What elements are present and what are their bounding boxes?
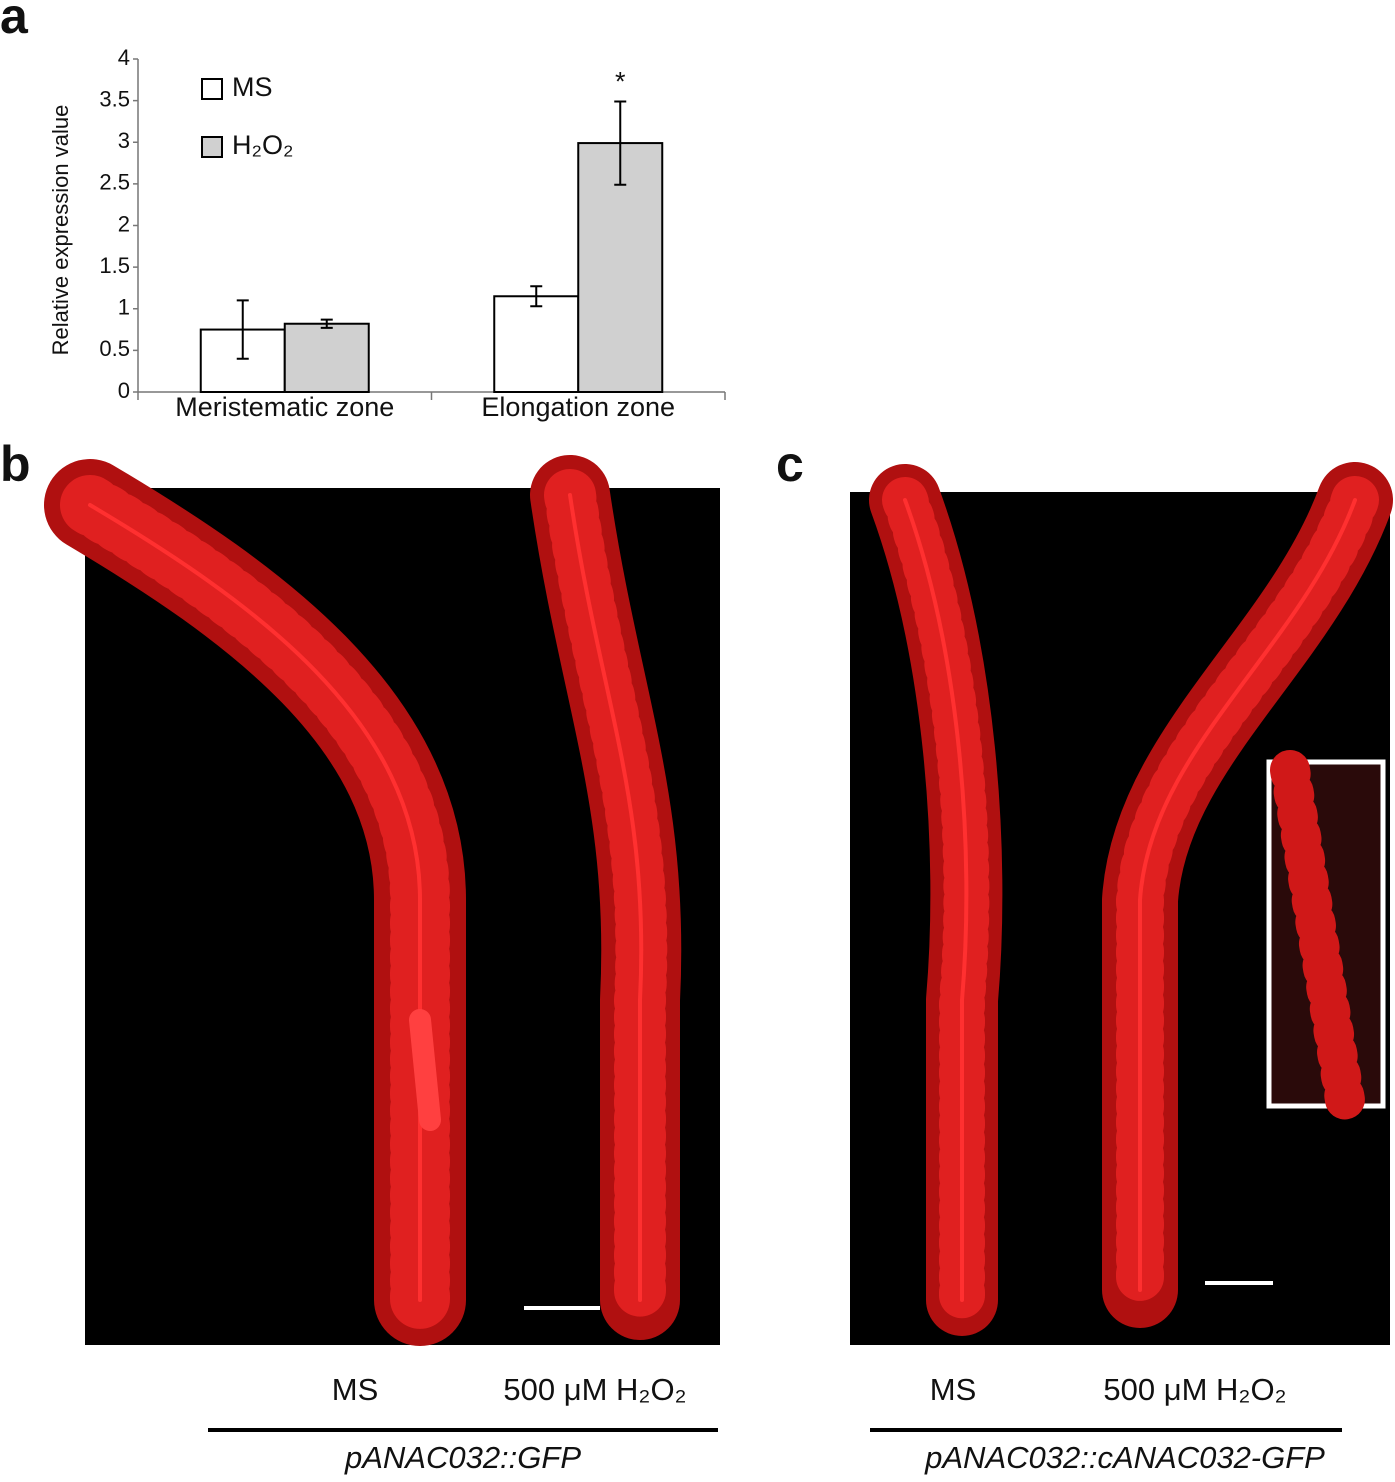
y-tick-label: 3.5 <box>99 86 130 111</box>
panel-label: c <box>776 436 804 492</box>
treatment-label: MS <box>930 1372 977 1407</box>
y-tick-label: 1 <box>118 295 130 320</box>
error-bar <box>530 285 543 308</box>
panel-label: a <box>0 0 29 44</box>
legend-swatch <box>201 136 223 158</box>
micrograph <box>44 455 720 1346</box>
error-bar <box>320 318 333 329</box>
panel-label: b <box>0 436 31 492</box>
error-bar <box>614 100 627 186</box>
legend-label: MS <box>232 72 273 102</box>
legend-swatch <box>201 78 223 100</box>
significance-mark: * <box>615 67 626 97</box>
construct-label: pANAC032::GFP <box>344 1440 581 1475</box>
y-tick-label: 1.5 <box>99 253 130 278</box>
y-tick-label: 2 <box>118 211 130 236</box>
y-tick-label: 0.5 <box>99 336 130 361</box>
y-tick-label: 0 <box>118 378 130 403</box>
error-bar <box>236 299 249 360</box>
bar <box>493 295 580 394</box>
construct-label: pANAC032::cANAC032-GFP <box>924 1440 1325 1475</box>
treatment-label: 500 μM H₂O₂ <box>503 1372 686 1407</box>
micrograph <box>850 462 1393 1345</box>
y-tick-label: 2.5 <box>99 170 130 195</box>
y-tick-label: 3 <box>118 128 130 153</box>
y-tick-label: 4 <box>118 45 130 70</box>
treatment-label: MS <box>332 1372 379 1407</box>
y-axis-label: Relative expression value <box>48 105 73 356</box>
x-tick-label: Meristematic zone <box>175 392 394 422</box>
bar <box>283 322 370 393</box>
x-tick-label: Elongation zone <box>481 392 675 422</box>
treatment-label: 500 μM H₂O₂ <box>1103 1372 1286 1407</box>
legend-label: H₂O₂ <box>232 130 293 160</box>
